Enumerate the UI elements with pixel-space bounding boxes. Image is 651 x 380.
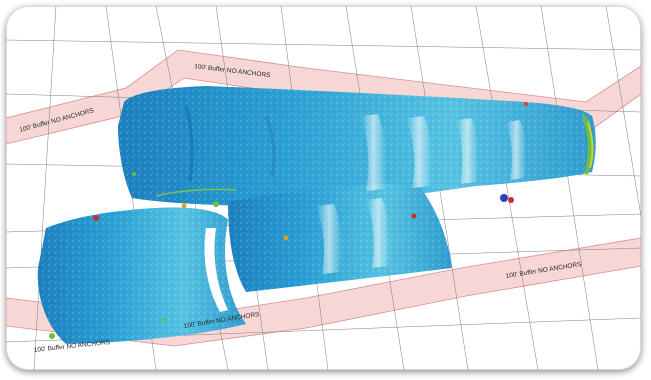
sonar-swath-southwest-texture: [37, 207, 246, 344]
map-frame: 100' Buffer NO ANCHORS 100' Buffer NO AN…: [6, 6, 641, 370]
bathymetry-map: 100' Buffer NO ANCHORS 100' Buffer NO AN…: [6, 6, 641, 370]
sonar-coverage: [37, 86, 596, 344]
sonar-edge-features: [49, 102, 594, 339]
sonar-stripes: [204, 114, 527, 312]
